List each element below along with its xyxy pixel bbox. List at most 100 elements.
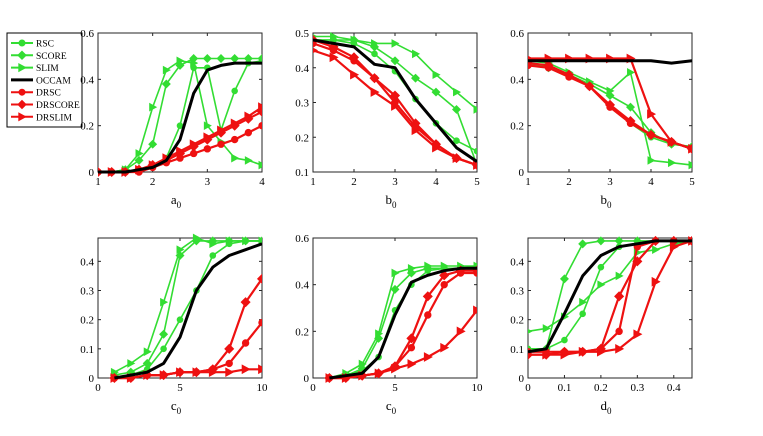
data-point-drscore: [256, 273, 262, 284]
data-point-score: [148, 139, 158, 149]
y-tick-label: 0.6: [295, 233, 309, 245]
series-line-drsc: [114, 321, 262, 380]
data-point-score: [559, 274, 569, 284]
data-point-drslim: [440, 342, 450, 353]
data-point-drsc: [176, 368, 184, 376]
x-tick-label: 4: [259, 176, 265, 188]
x-axis-label: b0: [386, 192, 398, 210]
series-line-occam: [313, 38, 477, 163]
data-point-rsc: [231, 87, 238, 95]
data-point-score: [578, 239, 588, 249]
data-point-slim: [203, 121, 212, 131]
data-point-drslim: [633, 329, 643, 340]
data-point-score: [134, 155, 144, 165]
x-axis-label: c0: [386, 398, 397, 416]
x-tick-label: 3: [392, 176, 398, 188]
data-point-score: [390, 56, 400, 66]
data-point-drsc: [192, 368, 201, 376]
data-point-drslim: [456, 326, 466, 337]
series-line-score: [114, 240, 262, 376]
data-point-drscore: [406, 333, 417, 344]
x-tick-label: 0.3: [630, 382, 644, 394]
x-tick-label: 4: [433, 176, 439, 188]
x-tick-label: 0.4: [667, 382, 681, 394]
y-tick-label: 0.3: [295, 98, 309, 110]
y-tick-label: 0.1: [80, 344, 94, 356]
data-point-drsc: [560, 348, 569, 356]
x-tick-label: 0.2: [594, 382, 608, 394]
y-tick-label: 0.1: [295, 167, 309, 179]
data-point-drscore: [240, 297, 251, 308]
data-point-score: [390, 284, 400, 294]
data-point-drsc: [615, 327, 623, 336]
data-point-drscore: [614, 291, 625, 302]
data-point-drsc: [528, 61, 532, 70]
data-point-slim: [391, 268, 400, 278]
data-point-drscore: [224, 343, 235, 354]
data-point-slim: [162, 65, 171, 75]
data-point-drscore: [439, 270, 450, 281]
x-tick-label: 2: [351, 176, 357, 188]
data-point-drsc: [407, 343, 416, 352]
data-point-slim: [412, 49, 421, 59]
data-point-drsc: [440, 280, 448, 289]
data-point-score: [175, 251, 185, 260]
data-point-drsc: [585, 82, 594, 90]
y-tick-label: 0: [519, 167, 525, 179]
series-line-drslim: [528, 239, 692, 356]
legend-marker-score: [17, 50, 27, 61]
data-point-drsc: [258, 121, 262, 130]
legend-marker-rsc: [18, 39, 26, 47]
data-point-drsc: [329, 46, 338, 55]
series-line-slim: [329, 265, 477, 379]
data-point-rsc: [453, 137, 460, 145]
x-tick-label: 5: [474, 176, 480, 188]
data-point-slim: [160, 297, 169, 307]
data-point-drsc: [217, 140, 225, 148]
chart-panel-5: 0 5 10 0 0.2 0.4 0.6 c0: [295, 233, 483, 416]
data-point-slim: [135, 149, 144, 158]
series-group: [98, 53, 262, 178]
data-point-drsc: [688, 145, 692, 153]
data-point-slim: [258, 160, 262, 170]
data-point-drsc: [374, 369, 383, 378]
data-point-slim: [528, 328, 533, 334]
x-tick-label: 1: [95, 176, 101, 188]
data-point-rsc: [242, 237, 249, 245]
data-point-drsc: [189, 149, 198, 158]
legend-label-drsc: DRSC: [36, 89, 61, 99]
data-point-score: [175, 60, 185, 70]
data-point-slim: [473, 105, 477, 114]
series-group: [324, 261, 477, 384]
y-tick-label: 0.4: [510, 256, 524, 268]
data-point-slim: [627, 68, 636, 77]
data-point-drscore: [229, 120, 240, 131]
series-line-occam: [98, 61, 262, 174]
legend-marker-drsc: [18, 88, 26, 96]
data-point-rsc: [424, 267, 432, 274]
chart-panels: 1 2 3 4 0 0.2 0.4 0.6 a0 1 2 3 4 5 0.1 0.2 0.3 0.4 0.5 b0 1 2…: [80, 28, 695, 416]
y-tick-label: 0: [89, 167, 95, 179]
data-point-drscore: [422, 291, 433, 302]
legend-label-drslim: DRSLIM: [36, 113, 72, 123]
legend-marker-drscore: [17, 99, 27, 110]
x-axis-label: a0: [171, 192, 182, 210]
y-tick-label: 0.2: [295, 326, 309, 338]
legend-label-score: SCORE: [36, 52, 67, 62]
y-tick-label: 0.2: [80, 121, 94, 133]
data-point-slim: [688, 160, 692, 170]
legend: RSC SCORE SLIM OCCAM DRSC DRSCORE DRSLIM: [6, 32, 83, 128]
data-point-rsc: [561, 336, 568, 344]
x-tick-label: 0: [310, 382, 316, 394]
data-point-drsc: [244, 128, 253, 137]
series-line-occam: [528, 59, 692, 65]
data-point-drsc: [432, 140, 440, 148]
data-point-rsc: [371, 50, 378, 58]
data-point-drsc: [544, 64, 553, 72]
data-point-drsc: [391, 98, 399, 107]
y-tick-label: 0.4: [295, 280, 309, 292]
data-point-drsc: [350, 57, 358, 65]
y-tick-label: 0: [519, 373, 525, 385]
legend-label-rsc: RSC: [36, 40, 54, 50]
data-point-slim: [542, 324, 551, 333]
